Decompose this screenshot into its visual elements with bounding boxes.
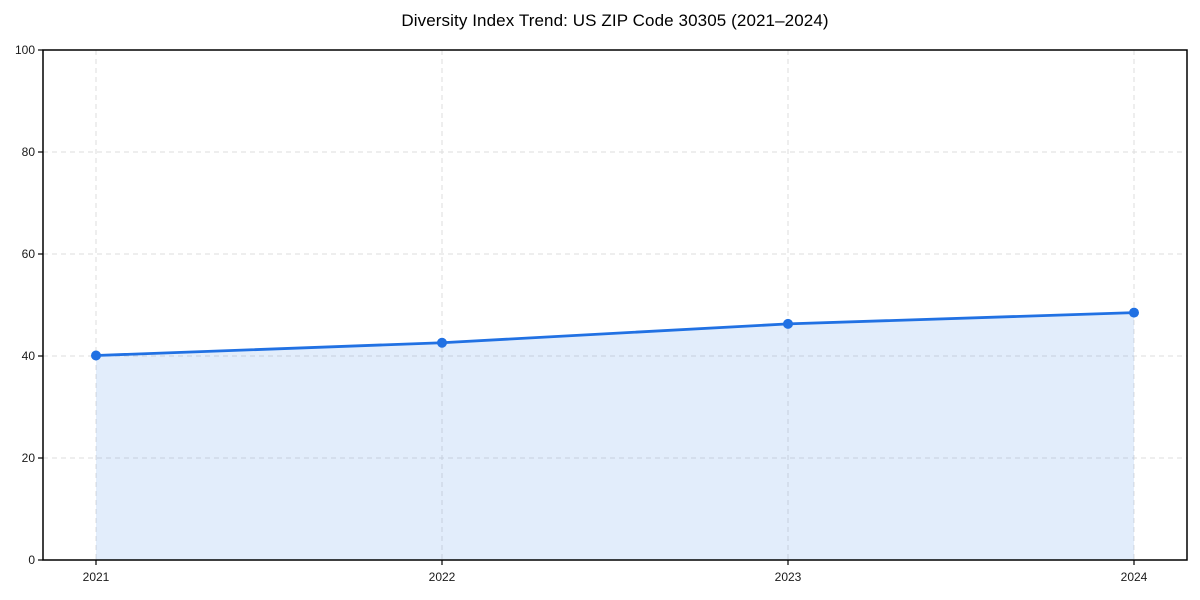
x-tick-label: 2024	[1121, 570, 1148, 584]
data-point-2022	[437, 337, 447, 348]
y-tick-label: 40	[22, 349, 36, 363]
x-tick-label: 2021	[83, 570, 110, 584]
y-tick-label: 0	[28, 553, 35, 567]
area-fill	[96, 312, 1134, 560]
chart-title: Diversity Index Trend: US ZIP Code 30305…	[401, 11, 829, 30]
y-tick-label: 20	[22, 451, 36, 465]
trend-line	[94, 311, 1136, 357]
data-point-2021	[91, 350, 101, 361]
plot-border	[42, 49, 1188, 561]
y-tick-label: 80	[22, 145, 36, 159]
y-tick-label: 60	[22, 247, 36, 261]
x-tick-label: 2023	[775, 570, 802, 584]
data-point-2024	[1129, 307, 1139, 318]
data-point-2023	[783, 318, 793, 329]
y-tick-label: 100	[15, 43, 35, 57]
x-tick-label: 2022	[429, 570, 456, 584]
